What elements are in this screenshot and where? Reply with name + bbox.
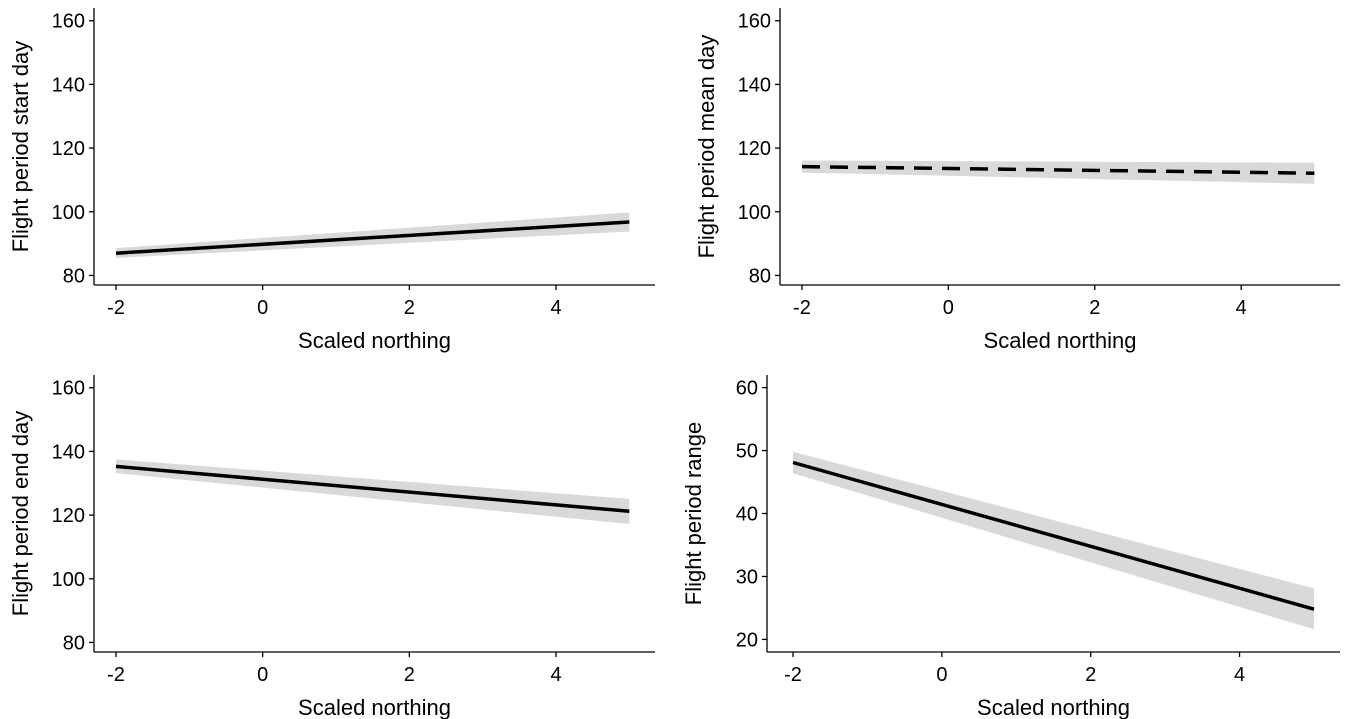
y-axis-title: Flight period mean day	[694, 35, 719, 259]
y-tick-label: 60	[736, 378, 758, 400]
panel-flight-period-start-day: 80 100 120 140 160 -2 0 2 4 Scaled northing Flight…	[8, 8, 655, 353]
y-tick-label: 30	[736, 566, 758, 588]
panel-flight-period-range: 20 30 40 50 60 -2 0 2 4 Scaled northing Flight per…	[681, 375, 1340, 719]
y-axis-title: Flight period end day	[8, 411, 33, 616]
x-tick-label: 4	[550, 664, 561, 686]
y-axis-title: Flight period start day	[8, 41, 33, 253]
y-tick-label: 140	[52, 441, 85, 463]
fitted-line	[115, 464, 630, 514]
x-tick-label: 2	[404, 664, 415, 686]
x-tick-label: 2	[1089, 297, 1100, 319]
y-tick-label: 80	[749, 265, 771, 287]
x-tick-label: -2	[107, 664, 125, 686]
confidence-band	[802, 160, 1315, 184]
y-tick-label: 120	[52, 138, 85, 160]
x-axis-title: Scaled northing	[984, 328, 1137, 353]
y-tick-label: 140	[52, 74, 85, 96]
x-tick-label: 4	[1234, 664, 1245, 686]
x-tick-label: 0	[257, 297, 268, 319]
confidence-band	[793, 451, 1314, 630]
y-tick-label: 160	[52, 378, 85, 400]
y-tick-label: 100	[738, 202, 771, 224]
x-tick-label: -2	[793, 297, 811, 319]
panel-flight-period-end-day: 80 100 120 140 160 -2 0 2 4 Scaled northing Flight…	[8, 375, 655, 719]
y-tick-label: 160	[738, 11, 771, 33]
fitted-line	[115, 220, 630, 255]
x-tick-label: 2	[1085, 664, 1096, 686]
x-tick-label: 0	[936, 664, 947, 686]
x-axis-title: Scaled northing	[298, 328, 451, 353]
fitted-line	[801, 164, 1315, 175]
x-tick-label: 2	[404, 297, 415, 319]
y-tick-label: 120	[52, 505, 85, 527]
x-tick-label: 4	[550, 297, 561, 319]
x-tick-label: 4	[1236, 297, 1247, 319]
x-tick-label: 0	[257, 664, 268, 686]
y-tick-label: 120	[738, 138, 771, 160]
y-tick-label: 40	[736, 504, 758, 526]
x-axis-title: Scaled northing	[298, 695, 451, 719]
x-tick-label: 0	[943, 297, 954, 319]
x-tick-label: -2	[784, 664, 802, 686]
x-tick-label: -2	[107, 297, 125, 319]
y-tick-label: 50	[736, 441, 758, 463]
y-tick-label: 80	[63, 265, 85, 287]
y-axis-title: Flight period range	[681, 422, 706, 605]
y-tick-label: 140	[738, 74, 771, 96]
y-tick-label: 160	[52, 11, 85, 33]
y-tick-label: 100	[52, 202, 85, 224]
confidence-band	[116, 212, 630, 258]
fitted-line	[792, 460, 1315, 611]
y-tick-label: 100	[52, 569, 85, 591]
y-tick-label: 80	[63, 632, 85, 654]
confidence-band	[116, 459, 630, 524]
x-axis-title: Scaled northing	[977, 695, 1130, 719]
panel-flight-period-mean-day: 80 100 120 140 160 -2 0 2 4 Scaled northing Flight…	[694, 8, 1340, 353]
y-tick-label: 20	[736, 629, 758, 651]
